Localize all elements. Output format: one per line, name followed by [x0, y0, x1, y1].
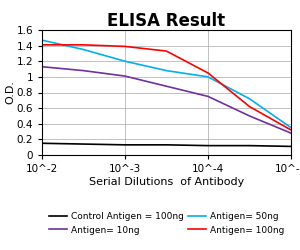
- Line: Antigen= 10ng: Antigen= 10ng: [42, 67, 291, 133]
- Antigen= 10ng: [206, 95, 210, 98]
- X-axis label: Serial Dilutions  of Antibody: Serial Dilutions of Antibody: [89, 177, 244, 187]
- Control Antigen = 100ng: [289, 145, 293, 148]
- Antigen= 50ng: [206, 76, 210, 78]
- Antigen= 10ng: [165, 85, 168, 88]
- Antigen= 100ng: [289, 128, 293, 132]
- Control Antigen = 100ng: [82, 142, 85, 146]
- Antigen= 10ng: [40, 65, 44, 68]
- Line: Control Antigen = 100ng: Control Antigen = 100ng: [42, 143, 291, 146]
- Control Antigen = 100ng: [123, 143, 127, 146]
- Antigen= 100ng: [123, 45, 127, 48]
- Antigen= 50ng: [82, 48, 85, 51]
- Antigen= 50ng: [40, 39, 44, 42]
- Antigen= 100ng: [248, 105, 251, 108]
- Antigen= 50ng: [123, 60, 127, 63]
- Title: ELISA Result: ELISA Result: [107, 12, 226, 30]
- Control Antigen = 100ng: [40, 142, 44, 145]
- Antigen= 50ng: [289, 126, 293, 129]
- Antigen= 100ng: [165, 50, 168, 52]
- Antigen= 10ng: [248, 114, 251, 117]
- Control Antigen = 100ng: [206, 144, 210, 147]
- Legend: Control Antigen = 100ng, Antigen= 10ng, Antigen= 50ng, Antigen= 100ng: Control Antigen = 100ng, Antigen= 10ng, …: [49, 212, 284, 234]
- Antigen= 10ng: [123, 74, 127, 78]
- Y-axis label: O.D.: O.D.: [5, 80, 15, 104]
- Antigen= 10ng: [82, 69, 85, 72]
- Antigen= 50ng: [248, 97, 251, 100]
- Antigen= 100ng: [82, 43, 85, 46]
- Control Antigen = 100ng: [248, 144, 251, 147]
- Antigen= 100ng: [206, 72, 210, 74]
- Antigen= 50ng: [165, 69, 168, 72]
- Antigen= 100ng: [40, 43, 44, 46]
- Control Antigen = 100ng: [165, 143, 168, 146]
- Antigen= 10ng: [289, 132, 293, 134]
- Line: Antigen= 100ng: Antigen= 100ng: [42, 45, 291, 130]
- Line: Antigen= 50ng: Antigen= 50ng: [42, 40, 291, 128]
